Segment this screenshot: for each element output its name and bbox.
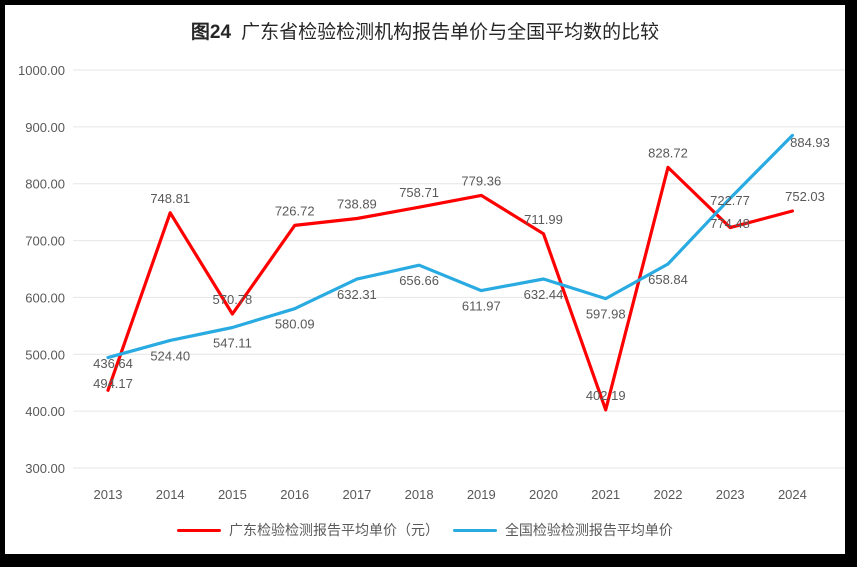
svg-text:658.84: 658.84 [648, 272, 688, 287]
svg-text:774.48: 774.48 [710, 216, 750, 231]
svg-text:2022: 2022 [654, 487, 683, 502]
svg-text:597.98: 597.98 [586, 307, 626, 322]
svg-text:2015: 2015 [218, 487, 247, 502]
svg-text:726.72: 726.72 [275, 203, 315, 218]
svg-text:2014: 2014 [156, 487, 185, 502]
svg-text:2023: 2023 [716, 487, 745, 502]
svg-text:2013: 2013 [94, 487, 123, 502]
svg-text:580.09: 580.09 [275, 317, 315, 332]
svg-text:2016: 2016 [280, 487, 309, 502]
svg-text:524.40: 524.40 [150, 348, 190, 363]
svg-text:402.19: 402.19 [586, 388, 626, 403]
svg-text:828.72: 828.72 [648, 145, 688, 160]
svg-text:1000.00: 1000.00 [18, 63, 65, 78]
svg-text:400.00: 400.00 [25, 404, 65, 419]
svg-text:600.00: 600.00 [25, 290, 65, 305]
svg-text:2018: 2018 [405, 487, 434, 502]
svg-text:2024: 2024 [778, 487, 807, 502]
svg-text:494.17: 494.17 [93, 376, 133, 391]
svg-text:611.97: 611.97 [462, 299, 501, 314]
svg-text:884.93: 884.93 [790, 135, 830, 150]
svg-text:2021: 2021 [591, 487, 620, 502]
svg-text:2020: 2020 [529, 487, 558, 502]
svg-text:752.03: 752.03 [785, 189, 825, 204]
svg-text:711.99: 711.99 [524, 212, 563, 227]
svg-text:656.66: 656.66 [399, 273, 439, 288]
svg-text:700.00: 700.00 [25, 234, 65, 249]
svg-text:900.00: 900.00 [25, 120, 65, 135]
svg-text:632.44: 632.44 [524, 287, 564, 302]
svg-text:779.36: 779.36 [461, 173, 501, 188]
svg-text:748.81: 748.81 [150, 191, 190, 206]
svg-text:632.31: 632.31 [337, 287, 377, 302]
svg-text:722.77: 722.77 [710, 193, 750, 208]
svg-text:2017: 2017 [342, 487, 371, 502]
svg-text:738.89: 738.89 [337, 197, 377, 212]
svg-text:800.00: 800.00 [25, 177, 65, 192]
svg-text:570.78: 570.78 [213, 292, 253, 307]
svg-text:547.11: 547.11 [213, 336, 252, 351]
svg-text:758.71: 758.71 [399, 185, 439, 200]
svg-text:2019: 2019 [467, 487, 496, 502]
svg-text:300.00: 300.00 [25, 461, 65, 476]
svg-text:500.00: 500.00 [25, 347, 65, 362]
svg-text:436.64: 436.64 [93, 356, 133, 371]
